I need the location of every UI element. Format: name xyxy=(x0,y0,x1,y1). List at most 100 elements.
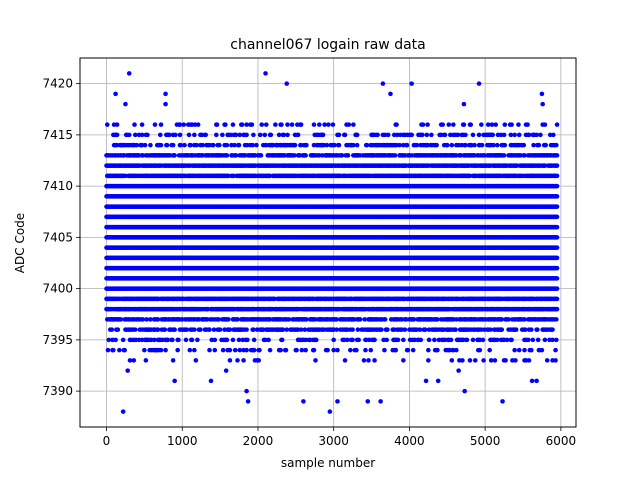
data-point xyxy=(257,347,262,353)
data-point xyxy=(267,347,273,353)
data-point xyxy=(227,347,233,353)
data-point xyxy=(220,132,225,138)
data-point xyxy=(266,337,271,343)
data-point xyxy=(224,153,230,158)
data-point xyxy=(183,337,189,343)
data-point xyxy=(262,132,268,138)
data-point xyxy=(170,337,175,343)
data-point xyxy=(294,347,299,353)
data-point xyxy=(256,358,262,363)
data-point xyxy=(117,347,122,353)
data-point xyxy=(220,347,226,353)
data-point xyxy=(273,122,278,127)
data-point xyxy=(140,317,146,322)
data-point xyxy=(292,142,298,148)
data-point xyxy=(313,358,318,363)
data-point xyxy=(167,132,172,138)
data-point xyxy=(189,337,195,343)
data-point xyxy=(207,347,212,353)
data-point xyxy=(224,142,230,148)
data-point xyxy=(251,347,257,353)
data-point xyxy=(198,327,203,332)
data-point xyxy=(132,327,138,332)
data-point xyxy=(326,122,331,127)
data-point xyxy=(114,122,120,127)
data-point xyxy=(285,122,290,127)
data-point xyxy=(126,132,132,138)
data-point xyxy=(139,122,145,127)
data-point xyxy=(114,132,120,138)
data-point xyxy=(155,327,161,332)
data-point xyxy=(152,122,158,127)
data-point xyxy=(230,337,236,343)
data-point xyxy=(279,337,285,343)
data-point xyxy=(113,337,118,343)
data-point xyxy=(304,142,309,148)
data-point xyxy=(173,132,178,138)
data-point xyxy=(311,122,317,127)
data-point xyxy=(224,337,230,343)
data-point xyxy=(170,142,176,148)
data-point xyxy=(158,142,164,148)
data-point xyxy=(244,347,249,353)
data-point xyxy=(259,122,265,127)
data-point xyxy=(164,142,170,148)
data-point xyxy=(249,122,255,127)
data-point xyxy=(148,142,153,148)
data-point xyxy=(120,337,126,343)
data-point xyxy=(157,132,163,138)
data-point xyxy=(109,327,115,332)
data-point xyxy=(172,153,177,158)
data-point xyxy=(186,132,192,138)
data-point xyxy=(187,347,193,353)
data-point xyxy=(131,358,137,363)
data-point xyxy=(104,122,110,127)
data-point xyxy=(244,327,249,332)
data-point xyxy=(158,347,164,353)
grid-lines xyxy=(80,58,576,427)
data-point xyxy=(132,132,138,138)
data-point xyxy=(195,122,201,127)
data-point xyxy=(151,337,157,343)
data-point xyxy=(244,132,249,138)
data-point xyxy=(176,337,181,343)
data-point xyxy=(132,122,137,127)
data-point xyxy=(203,132,208,138)
data-point xyxy=(172,327,177,332)
data-point xyxy=(177,132,183,138)
data-point xyxy=(181,122,187,127)
data-point xyxy=(192,132,197,138)
data-point xyxy=(175,347,180,353)
data-point xyxy=(214,122,220,127)
data-points xyxy=(104,71,560,414)
data-point xyxy=(193,358,199,363)
data-point xyxy=(163,347,168,353)
data-point xyxy=(279,122,284,127)
data-point xyxy=(311,347,317,353)
data-point xyxy=(251,337,257,343)
data-point xyxy=(122,347,127,353)
data-point xyxy=(115,327,121,332)
data-point xyxy=(298,122,304,127)
data-point xyxy=(278,347,283,353)
data-point xyxy=(148,317,153,322)
data-point xyxy=(239,122,245,127)
data-point xyxy=(145,132,150,138)
data-point xyxy=(210,142,216,148)
data-point xyxy=(263,122,269,127)
data-point xyxy=(245,337,250,343)
data-point xyxy=(142,347,147,353)
data-point xyxy=(295,132,301,138)
data-point xyxy=(236,142,242,148)
data-point xyxy=(258,153,264,158)
data-point xyxy=(251,132,256,138)
data-point xyxy=(230,122,236,127)
data-point xyxy=(134,142,140,148)
data-point xyxy=(257,132,263,138)
data-point xyxy=(303,153,308,158)
data-point xyxy=(170,358,176,363)
data-point xyxy=(142,142,148,148)
data-point xyxy=(268,132,274,138)
data-point xyxy=(162,327,168,332)
data-point xyxy=(192,327,197,332)
